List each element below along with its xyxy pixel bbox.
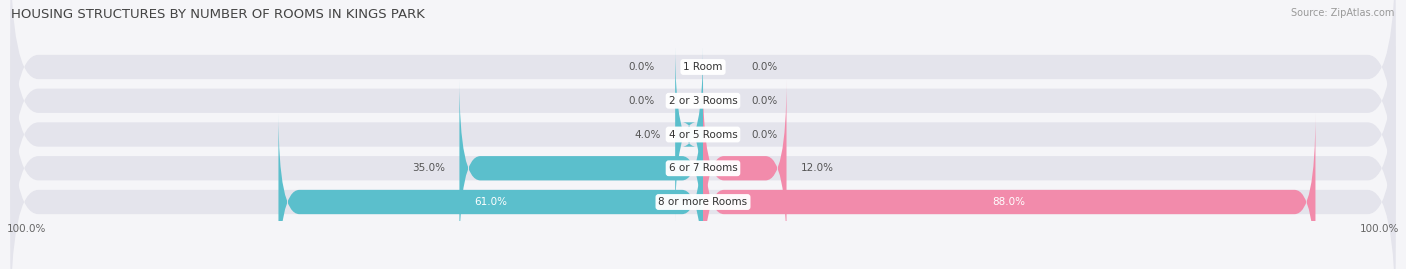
Text: 61.0%: 61.0% <box>474 197 508 207</box>
Text: 0.0%: 0.0% <box>628 96 654 106</box>
Text: 1 Room: 1 Room <box>683 62 723 72</box>
FancyBboxPatch shape <box>703 79 786 257</box>
Text: 2 or 3 Rooms: 2 or 3 Rooms <box>669 96 737 106</box>
FancyBboxPatch shape <box>10 0 1396 224</box>
Text: 0.0%: 0.0% <box>752 62 778 72</box>
FancyBboxPatch shape <box>10 0 1396 190</box>
FancyBboxPatch shape <box>675 45 703 224</box>
Text: 100.0%: 100.0% <box>7 224 46 234</box>
Text: 4 or 5 Rooms: 4 or 5 Rooms <box>669 129 737 140</box>
Text: 0.0%: 0.0% <box>628 62 654 72</box>
Text: 8 or more Rooms: 8 or more Rooms <box>658 197 748 207</box>
FancyBboxPatch shape <box>278 113 703 269</box>
Text: 0.0%: 0.0% <box>752 96 778 106</box>
FancyBboxPatch shape <box>10 12 1396 257</box>
Text: 88.0%: 88.0% <box>993 197 1026 207</box>
Text: 6 or 7 Rooms: 6 or 7 Rooms <box>669 163 737 173</box>
FancyBboxPatch shape <box>460 79 703 257</box>
Text: 4.0%: 4.0% <box>636 129 661 140</box>
Text: 0.0%: 0.0% <box>752 129 778 140</box>
FancyBboxPatch shape <box>10 45 1396 269</box>
Text: 100.0%: 100.0% <box>1360 224 1399 234</box>
Text: Source: ZipAtlas.com: Source: ZipAtlas.com <box>1291 8 1395 18</box>
Text: 35.0%: 35.0% <box>412 163 446 173</box>
FancyBboxPatch shape <box>10 79 1396 269</box>
Text: 12.0%: 12.0% <box>800 163 834 173</box>
FancyBboxPatch shape <box>703 113 1316 269</box>
Text: HOUSING STRUCTURES BY NUMBER OF ROOMS IN KINGS PARK: HOUSING STRUCTURES BY NUMBER OF ROOMS IN… <box>11 8 425 21</box>
